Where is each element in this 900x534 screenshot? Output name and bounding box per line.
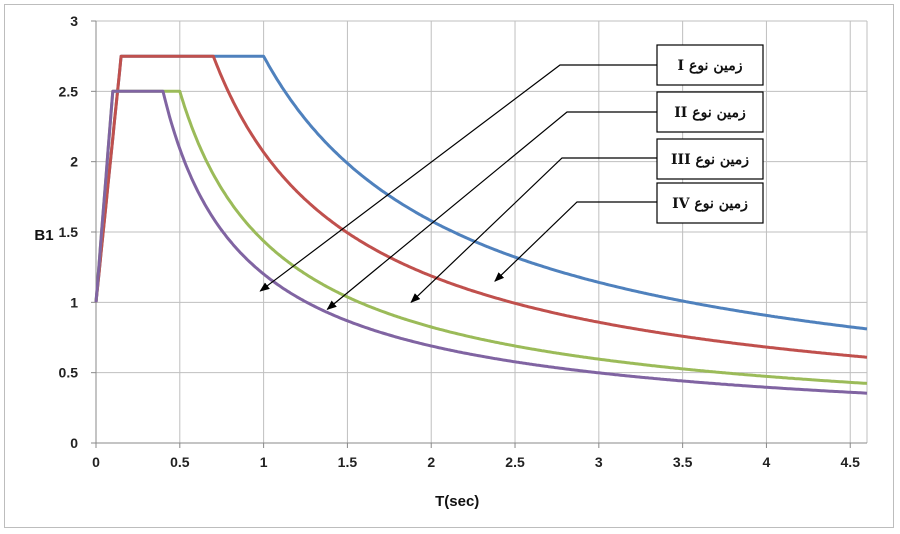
x-tick-label: 0 <box>92 454 100 470</box>
annotation-box <box>656 91 764 133</box>
y-tick-label: 0.5 <box>59 365 79 381</box>
x-tick-label: 4.5 <box>841 454 861 470</box>
x-tick-label: 0.5 <box>170 454 190 470</box>
y-tick-label: 3 <box>70 13 78 29</box>
x-tick-label: 3.5 <box>673 454 693 470</box>
x-axis-title: T(sec) <box>435 493 479 510</box>
x-tick-label: 1.5 <box>338 454 358 470</box>
y-tick-label: 2.5 <box>59 83 79 99</box>
y-axis-title: B1 <box>34 227 53 244</box>
y-tick-label: 1 <box>70 294 78 310</box>
x-tick-label: 1 <box>260 454 268 470</box>
annotation-arrow <box>494 201 657 282</box>
annotation-label: زمین نوع I <box>678 58 743 74</box>
annotation-label: زمین نوع III <box>671 152 749 168</box>
series-line <box>94 89 868 385</box>
series-line <box>94 54 868 359</box>
series-line <box>94 89 868 395</box>
annotation-box <box>656 138 764 180</box>
x-tick-label: 2 <box>427 454 435 470</box>
series-line <box>94 54 868 331</box>
y-tick-label: 0 <box>70 435 78 451</box>
annotation-arrow <box>410 157 657 304</box>
x-tick-label: 4 <box>763 454 771 470</box>
annotation-label: زمین نوع IV <box>672 196 748 212</box>
annotation-arrow <box>326 111 657 311</box>
annotation-label: زمین نوع II <box>674 105 746 121</box>
x-tick-label: 2.5 <box>505 454 525 470</box>
annotation-box <box>656 182 764 224</box>
x-tick-label: 3 <box>595 454 603 470</box>
y-tick-label: 2 <box>70 154 78 170</box>
y-tick-label: 1.5 <box>59 224 79 240</box>
annotation-box <box>656 44 764 86</box>
annotation-arrow <box>259 64 657 292</box>
